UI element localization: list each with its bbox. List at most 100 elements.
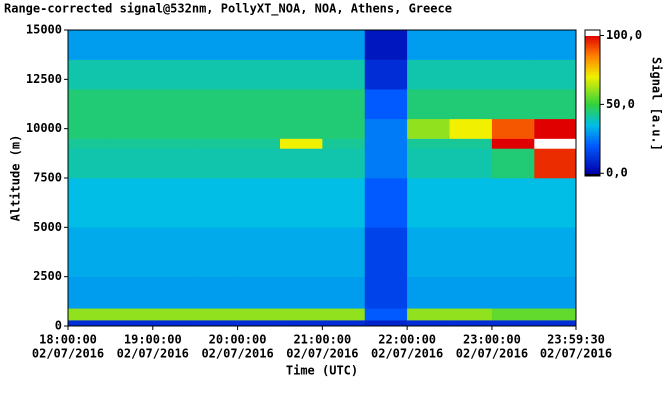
heatmap-cell — [279, 148, 323, 179]
colorbar-segment — [585, 168, 600, 171]
colorbar-frame — [584, 29, 601, 177]
colorbar-segment — [585, 64, 600, 67]
colorbar-segment — [585, 142, 600, 145]
heatmap-cell — [68, 227, 111, 277]
heatmap-cell — [322, 227, 366, 277]
colorbar-segment — [585, 172, 600, 175]
heatmap-cell — [237, 308, 281, 321]
heatmap-cell — [237, 89, 281, 120]
heatmap-cell — [534, 138, 577, 149]
y-tick-label: 7500 — [33, 171, 62, 185]
heatmap-cell — [237, 276, 281, 309]
heatmap-cell — [110, 276, 154, 309]
heatmap-cell — [322, 138, 366, 149]
colorbar-segment — [585, 30, 600, 33]
colorbar-segment — [585, 156, 600, 159]
heatmap-cell — [195, 276, 238, 309]
heatmap-cell — [491, 30, 535, 60]
colorbar-segment — [585, 70, 600, 73]
heatmap-cell — [110, 30, 154, 60]
colorbar-segment — [585, 138, 600, 141]
heatmap-cell — [110, 118, 154, 139]
colorbar-segment — [585, 106, 600, 109]
colorbar-segment — [585, 124, 600, 127]
heatmap-cell — [364, 227, 408, 277]
heatmap-cell — [449, 276, 493, 309]
heatmap-cell — [110, 59, 154, 90]
colorbar-segment — [585, 152, 600, 155]
heatmap-cell — [279, 320, 323, 327]
heatmap-cell — [407, 178, 450, 228]
heatmap-cell — [237, 59, 281, 90]
heatmap-cell — [322, 118, 366, 139]
heatmap-cell — [195, 308, 238, 321]
colorbar-segment — [585, 108, 600, 111]
x-tick-label: 19:00:00 — [124, 333, 182, 347]
heatmap-cell — [322, 148, 366, 179]
colorbar-tick-label: 0,0 — [606, 166, 628, 180]
colorbar-segment — [585, 74, 600, 77]
heatmap-cell — [195, 59, 238, 90]
heatmap-cell — [110, 320, 154, 327]
heatmap-cell — [322, 320, 366, 327]
colorbar-segment — [585, 46, 600, 49]
heatmap-cell — [195, 178, 238, 228]
colorbar-segment — [585, 40, 600, 43]
colorbar-segment — [585, 174, 600, 177]
heatmap-cell — [407, 320, 450, 327]
heatmap-cell — [237, 227, 281, 277]
x-tick-label: 23:59:30 — [547, 333, 605, 347]
colorbar-segment — [585, 118, 600, 121]
heatmap-cell — [322, 89, 366, 120]
heatmap-cell — [152, 178, 196, 228]
heatmap-cell — [152, 227, 196, 277]
heatmap-cell — [279, 30, 323, 60]
heatmap-cell — [68, 138, 111, 149]
heatmap-cell — [407, 118, 450, 139]
colorbar-segment — [585, 170, 600, 173]
heatmap-cell — [534, 59, 577, 90]
heatmap-cell — [491, 59, 535, 90]
heatmap-cell — [491, 89, 535, 120]
heatmap-cell — [407, 148, 450, 179]
heatmap-cell — [364, 89, 408, 120]
heatmap-cell — [322, 276, 366, 309]
heatmap-cell — [491, 320, 535, 327]
colorbar-segment — [585, 34, 600, 37]
colorbar-segment — [585, 146, 600, 149]
colorbar-segment — [585, 66, 600, 69]
heatmap-cell — [364, 320, 408, 327]
y-tick-label: 5000 — [33, 220, 62, 234]
heatmap-cell — [152, 308, 196, 321]
heatmap-cell — [195, 320, 238, 327]
colorbar-segment — [585, 78, 600, 81]
heatmap-cell — [195, 118, 238, 139]
colorbar-segment — [585, 112, 600, 115]
colorbar-segment — [585, 50, 600, 53]
heatmap-cell — [364, 148, 408, 179]
colorbar-segment — [585, 160, 600, 163]
y-tick-label: 15000 — [26, 23, 62, 37]
colorbar-segment — [585, 48, 600, 51]
colorbar-segment — [585, 110, 600, 113]
colorbar-segment — [585, 158, 600, 161]
x-tick-date: 02/07/2016 — [201, 347, 273, 361]
colorbar-segment — [585, 114, 600, 117]
heatmap-cell — [407, 30, 450, 60]
heatmap-cell — [449, 320, 493, 327]
heatmap-cell — [68, 148, 111, 179]
x-tick-label: 20:00:00 — [209, 333, 267, 347]
heatmap-cell — [449, 89, 493, 120]
x-tick-label: 18:00:00 — [39, 333, 97, 347]
heatmap-cell — [449, 308, 493, 321]
heatmap-cell — [534, 320, 577, 327]
heatmap-cell — [68, 320, 111, 327]
colorbar-segment — [585, 132, 600, 135]
colorbar-segment — [585, 92, 600, 95]
heatmap-cell — [449, 30, 493, 60]
colorbar-segment — [585, 140, 600, 143]
colorbar-segment — [585, 94, 600, 97]
colorbar-segment — [585, 36, 600, 39]
heatmap-cell — [110, 148, 154, 179]
heatmap-cell — [449, 227, 493, 277]
